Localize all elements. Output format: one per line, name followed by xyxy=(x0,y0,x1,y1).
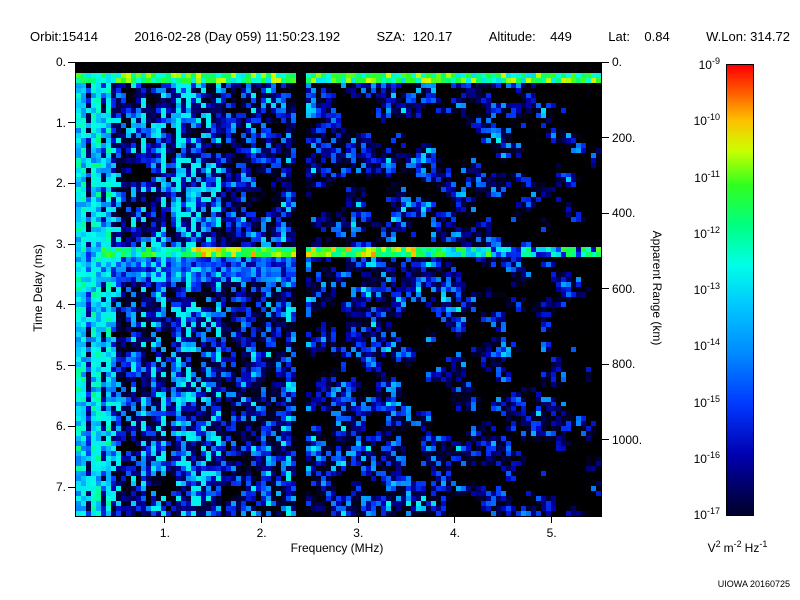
x-tick-mark xyxy=(357,517,359,523)
y-left-tick-label: 5. xyxy=(55,358,66,373)
y-right-tick-mark xyxy=(602,212,609,214)
x-tick-mark xyxy=(164,517,166,523)
colorbar-tick-label: 10-17 xyxy=(693,506,720,522)
y-right-tick-mark xyxy=(602,363,609,365)
colorbar-tick-label: 10-15 xyxy=(693,393,720,410)
x-axis-title: Frequency (MHz) xyxy=(290,541,384,555)
colorbar-tick-label: 10-13 xyxy=(693,281,720,297)
y-left-tick-mark xyxy=(68,182,75,184)
y-right-tick-label: 200. xyxy=(612,130,636,145)
y-left-tick-label: 3. xyxy=(55,237,66,252)
y-axis-left-title: Time Delay (ms) xyxy=(31,244,45,332)
y-left-tick-mark xyxy=(68,61,75,63)
x-tick-label: 3. xyxy=(353,526,364,540)
header-wlon: W.Lon: 314.72 xyxy=(706,29,790,44)
x-tick-label: 4. xyxy=(449,526,460,540)
y-left-tick-mark xyxy=(68,425,75,427)
x-tick-label: 5. xyxy=(546,526,557,540)
header-sza: SZA: 120.17 xyxy=(376,29,453,44)
x-tick-mark xyxy=(454,517,456,523)
unit-part: m-2 xyxy=(723,539,742,555)
y-right-tick-label: 600. xyxy=(612,281,636,296)
y-left-tick-label: 6. xyxy=(55,419,66,434)
colorbar-tick-label: 10-9 xyxy=(698,56,720,72)
colorbar-tick-label: 10-11 xyxy=(694,168,720,185)
unit-part: Hz-1 xyxy=(744,539,768,555)
colorbar-tick-label: 10-14 xyxy=(693,337,720,354)
x-tick-label: 2. xyxy=(256,526,267,540)
y-left-tick-label: 4. xyxy=(55,297,66,312)
y-left-tick-mark xyxy=(68,304,75,306)
colorbar-tick-label: 10-16 xyxy=(693,449,720,466)
y-left-tick-mark xyxy=(68,486,75,488)
unit-part: V2 xyxy=(707,539,721,555)
y-left-tick-mark xyxy=(68,243,75,245)
y-right-tick-mark xyxy=(602,61,609,63)
y-left-tick-label: 2. xyxy=(55,176,66,191)
colorbar-canvas xyxy=(727,65,753,515)
colorbar-tick-label: 10-12 xyxy=(693,224,720,241)
header-info: Orbit:15414 2016-02-28 (Day 059) 11:50:2… xyxy=(30,29,790,44)
y-left-tick-label: 7. xyxy=(55,480,66,495)
x-tick-mark xyxy=(551,517,553,523)
plot-area xyxy=(75,62,602,517)
y-right-tick-mark xyxy=(602,439,609,440)
credit-text: UIOWA 20160725 xyxy=(717,579,790,589)
x-tick-label: 1. xyxy=(159,526,170,540)
y-right-tick-label: 400. xyxy=(612,206,636,220)
colorbar-units: V2 m-2 Hz-1 xyxy=(708,539,771,555)
y-right-tick-mark xyxy=(602,288,609,289)
y-left-tick-mark xyxy=(68,365,75,367)
y-right-tick-label: 0. xyxy=(612,55,623,69)
colorbar xyxy=(726,64,754,516)
spectrogram-canvas xyxy=(76,63,601,516)
y-left-tick-mark xyxy=(68,122,75,124)
header-datetime: 2016-02-28 (Day 059) 11:50:23.192 xyxy=(134,29,341,44)
y-right-tick-label: 800. xyxy=(612,357,636,371)
x-tick-mark xyxy=(261,517,263,523)
y-right-tick-mark xyxy=(602,137,609,138)
y-left-tick-label: 0. xyxy=(55,55,66,69)
y-right-tick-label: 1000. xyxy=(612,432,643,447)
y-left-tick-label: 1. xyxy=(55,115,66,130)
header-altitude: Altitude: 449 xyxy=(488,29,572,44)
header-orbit: Orbit:15414 xyxy=(30,29,98,44)
colorbar-tick-label: 10-10 xyxy=(693,112,720,129)
header-latitude: Lat: 0.84 xyxy=(608,29,670,44)
